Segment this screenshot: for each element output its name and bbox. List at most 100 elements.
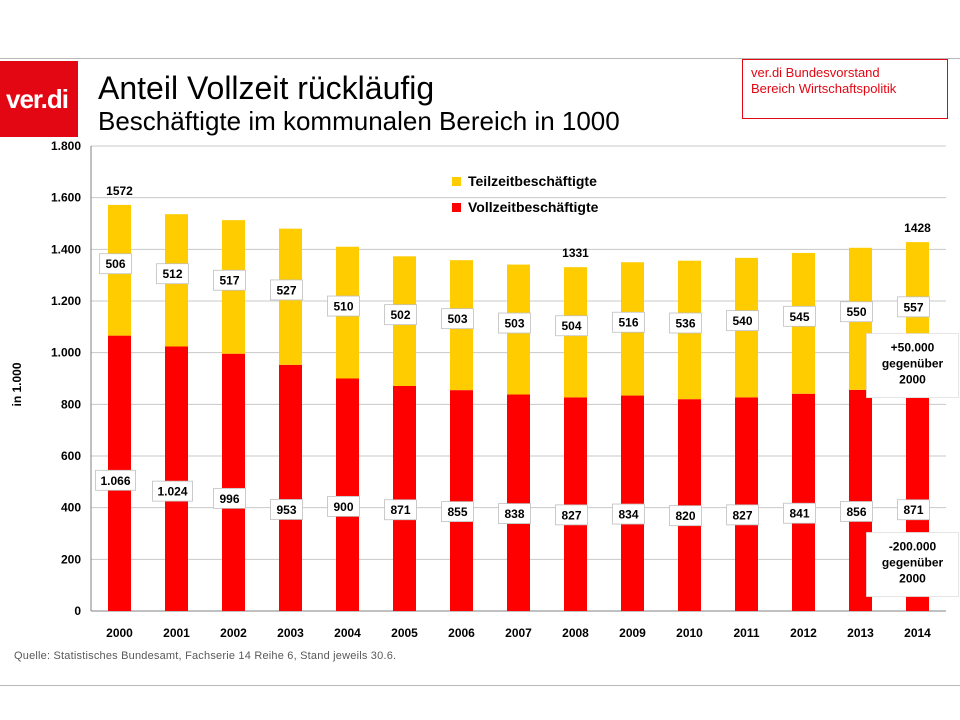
label-vollzeit-box bbox=[327, 495, 360, 517]
annotation-text: -200.000 bbox=[889, 540, 937, 554]
label-teilzeit: 512 bbox=[162, 267, 182, 281]
label-vollzeit: 871 bbox=[903, 503, 923, 517]
label-vollzeit: 841 bbox=[789, 507, 809, 521]
label-teilzeit-box bbox=[783, 305, 816, 327]
x-tick-label: 2003 bbox=[277, 626, 304, 640]
bar-vollzeit bbox=[165, 346, 188, 611]
annotation-text: gegenüber bbox=[882, 357, 944, 371]
org-line-1: ver.di Bundesvorstand bbox=[751, 65, 880, 80]
slide-frame bbox=[0, 58, 960, 686]
label-teilzeit: 510 bbox=[333, 300, 353, 314]
x-tick-label: 2004 bbox=[334, 626, 361, 640]
label-vollzeit: 834 bbox=[618, 508, 638, 522]
y-tick-label: 200 bbox=[61, 552, 81, 566]
x-tick-label: 2013 bbox=[847, 626, 874, 640]
label-vollzeit: 827 bbox=[561, 508, 581, 522]
annotation-text: gegenüber bbox=[882, 556, 944, 570]
y-tick-label: 800 bbox=[61, 397, 81, 411]
org-line-2: Bereich Wirtschaftspolitik bbox=[751, 81, 897, 96]
x-tick-label: 2006 bbox=[448, 626, 475, 640]
label-teilzeit-box bbox=[213, 269, 246, 291]
bar-vollzeit bbox=[393, 385, 416, 611]
label-vollzeit-box bbox=[441, 501, 474, 523]
y-tick-label: 400 bbox=[61, 501, 81, 515]
bar-vollzeit bbox=[621, 395, 644, 611]
bar-vollzeit bbox=[222, 353, 245, 611]
label-vollzeit: 900 bbox=[333, 500, 353, 514]
label-vollzeit: 855 bbox=[447, 505, 467, 519]
source-note: Quelle: Statistisches Bundesamt, Fachser… bbox=[14, 650, 397, 662]
label-teilzeit-box bbox=[327, 295, 360, 317]
label-teilzeit-box bbox=[669, 312, 702, 334]
label-vollzeit: 820 bbox=[675, 509, 695, 523]
y-tick-label: 600 bbox=[61, 449, 81, 463]
verdi-logo: ver.di bbox=[0, 61, 78, 137]
label-vollzeit-box bbox=[498, 503, 531, 524]
label-vollzeit: 996 bbox=[219, 492, 239, 506]
label-teilzeit: 503 bbox=[447, 312, 467, 326]
label-teilzeit: 527 bbox=[276, 283, 296, 297]
x-tick-label: 2008 bbox=[562, 626, 589, 640]
org-box: ver.di Bundesvorstand Bereich Wirtschaft… bbox=[742, 59, 948, 119]
label-vollzeit-box bbox=[384, 499, 417, 521]
label-vollzeit-box bbox=[840, 501, 873, 522]
x-tick-label: 2002 bbox=[220, 626, 247, 640]
bar-vollzeit bbox=[507, 394, 530, 611]
label-teilzeit-box bbox=[840, 301, 873, 323]
bar-vollzeit bbox=[279, 364, 302, 611]
annotation-box bbox=[866, 532, 959, 597]
legend-label: Teilzeitbeschäftigte bbox=[468, 173, 597, 189]
label-teilzeit-box bbox=[99, 253, 132, 275]
bar-vollzeit bbox=[336, 378, 359, 611]
label-teilzeit: 504 bbox=[561, 319, 581, 333]
label-teilzeit-box bbox=[498, 312, 531, 334]
label-teilzeit-box bbox=[726, 310, 759, 332]
y-tick-label: 1.200 bbox=[51, 294, 81, 308]
label-vollzeit: 1.024 bbox=[157, 485, 187, 499]
x-tick-label: 2011 bbox=[733, 626, 759, 640]
annotation-box bbox=[866, 333, 959, 398]
bar-vollzeit bbox=[735, 397, 758, 611]
label-vollzeit-box bbox=[270, 499, 303, 520]
x-tick-label: 2005 bbox=[391, 626, 418, 640]
x-tick-label: 2014 bbox=[904, 626, 931, 640]
y-tick-label: 1.400 bbox=[51, 242, 81, 256]
label-teilzeit: 516 bbox=[618, 316, 638, 330]
label-vollzeit: 838 bbox=[504, 507, 524, 521]
label-vollzeit: 953 bbox=[276, 503, 296, 517]
label-vollzeit-box bbox=[897, 499, 930, 521]
x-tick-label: 2001 bbox=[163, 626, 190, 640]
annotation-text: 2000 bbox=[899, 373, 926, 387]
label-vollzeit-box bbox=[726, 504, 759, 526]
bar-vollzeit bbox=[450, 390, 473, 611]
y-axis-title: in 1.000 bbox=[10, 362, 24, 406]
y-tick-label: 1.600 bbox=[51, 191, 81, 205]
page-title: Anteil Vollzeit rückläufig bbox=[98, 70, 435, 106]
label-teilzeit-box bbox=[441, 308, 474, 330]
legend-swatch bbox=[452, 203, 461, 212]
x-tick-label: 2010 bbox=[676, 626, 703, 640]
y-tick-label: 0 bbox=[74, 604, 81, 618]
label-vollzeit-box bbox=[612, 503, 645, 525]
label-teilzeit: 550 bbox=[846, 305, 866, 319]
bar-vollzeit bbox=[678, 399, 701, 611]
label-vollzeit-box bbox=[555, 504, 588, 526]
label-teilzeit-box bbox=[612, 311, 645, 333]
label-teilzeit: 557 bbox=[903, 300, 923, 314]
label-vollzeit: 871 bbox=[390, 503, 410, 517]
label-vollzeit-box bbox=[152, 480, 193, 502]
label-vollzeit-box bbox=[95, 469, 136, 491]
annotation-text: 2000 bbox=[899, 572, 926, 586]
label-teilzeit: 506 bbox=[105, 257, 125, 271]
label-vollzeit-box bbox=[213, 487, 246, 509]
label-teilzeit: 517 bbox=[219, 274, 239, 288]
label-teilzeit: 503 bbox=[504, 317, 524, 331]
label-vollzeit-box bbox=[669, 505, 702, 527]
label-vollzeit-box bbox=[783, 502, 816, 524]
annotation-text: +50.000 bbox=[891, 341, 935, 355]
x-tick-label: 2012 bbox=[790, 626, 817, 640]
label-teilzeit: 540 bbox=[732, 314, 752, 328]
label-vollzeit: 1.066 bbox=[100, 474, 130, 488]
label-teilzeit-box bbox=[555, 315, 588, 337]
